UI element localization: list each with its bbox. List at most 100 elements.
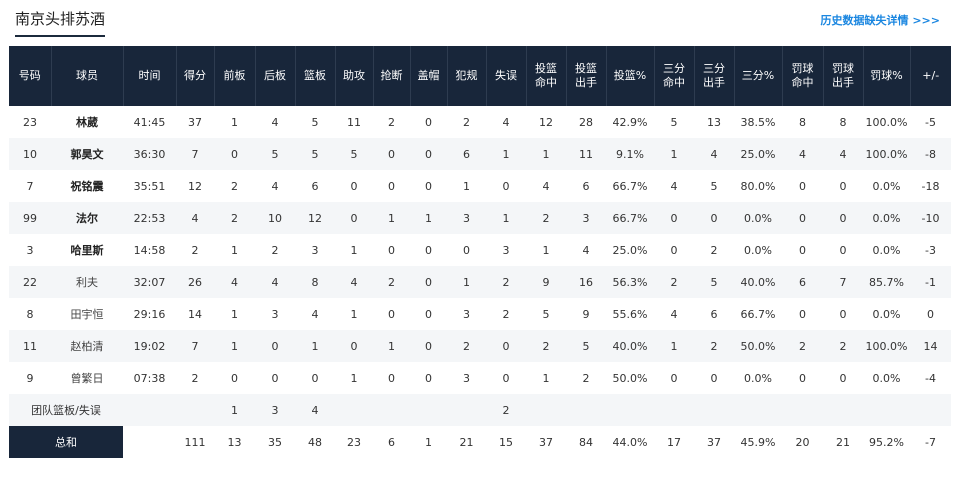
column-header[interactable]: 投篮% (606, 46, 655, 106)
stat-cell: 7 (176, 138, 214, 170)
column-header[interactable]: 助攻 (335, 46, 374, 106)
column-header[interactable]: 罚球 命中 (782, 46, 824, 106)
stat-cell: 29:16 (133, 307, 166, 321)
player-row[interactable]: 10 郭昊文 36:30 7 0 5 5 5 0 0 6 1 1 11 9.1% 1 4 25.0% 4 4 100.0… (9, 138, 951, 170)
column-header[interactable]: 失误 (486, 46, 527, 106)
column-header[interactable]: 三分 出手 (694, 46, 735, 106)
stat-cell: 0 (463, 243, 470, 257)
player-number: 23 (23, 115, 37, 129)
stat-cell: 17 (654, 426, 694, 458)
stat-cell: 1 (654, 138, 694, 170)
stat-cell: 8 (295, 266, 335, 298)
column-header[interactable]: 时间 (123, 46, 177, 106)
stat-cell: 0 (214, 138, 255, 170)
column-header[interactable]: 前板 (214, 46, 256, 106)
stat-cell: 4 (271, 115, 279, 129)
stat-cell: 5 (670, 115, 678, 129)
stat-cell: 37 (188, 115, 202, 129)
stat-cell: 13 (707, 115, 721, 129)
stat-cell: 0 (839, 371, 847, 385)
stat-cell: 2 (486, 394, 526, 426)
player-number: 22 (9, 266, 51, 298)
stat-cell: 1 (654, 330, 694, 362)
stat-cell: 3 (447, 202, 486, 234)
column-header[interactable]: 抢断 (373, 46, 411, 106)
stat-cell: 5 (710, 179, 718, 193)
stat-cell: 4 (542, 179, 550, 193)
stat-cell (694, 394, 734, 426)
stat-cell: 07:38 (133, 371, 166, 385)
column-header[interactable]: 三分 命中 (654, 46, 695, 106)
box-score-table: 号码 球员 时间 得分 前板 后板 篮板 助攻 抢断 盖帽 犯规 失误 投篮 命中 投篮 出手 投篮% 三分 命中三… (9, 46, 951, 458)
player-row[interactable]: 7 祝铭震 35:51 12 2 4 6 0 0 0 1 0 4 6 66.7% 4 5 80.0% 0 0 0.0% -… (9, 170, 951, 202)
column-header[interactable]: 罚球% (863, 46, 911, 106)
history-missing-link[interactable]: 历史数据缺失详情 >>> (820, 14, 940, 27)
stat-cell: 1 (373, 330, 410, 362)
stat-cell: 3 (311, 243, 319, 257)
column-header[interactable]: 号码 (9, 46, 52, 106)
column-header[interactable]: 得分 (176, 46, 215, 106)
stat-cell: 6 (311, 179, 319, 193)
player-row[interactable]: 22 利夫 32:07 26 4 4 8 4 2 0 1 2 9 16 56.3% 2 5 40.0% 6 7 85.7… (9, 266, 951, 298)
column-header[interactable]: 盖帽 (410, 46, 448, 106)
stat-cell: 100.0% (863, 138, 910, 170)
stat-cell: 7 (823, 266, 863, 298)
player-row[interactable]: 23 林葳 41:45 37 1 4 5 11 2 0 2 4 12 28 42.9% 5 13 38.5% 8 8 1… (9, 106, 951, 138)
player-name: 曾繁日 (70, 372, 104, 385)
stat-cell: 1 (214, 394, 255, 426)
stat-cell: 0 (502, 179, 510, 193)
stat-cell: 0 (823, 202, 863, 234)
stat-cell: 0 (410, 138, 447, 170)
stat-cell: 2 (823, 330, 863, 362)
stat-cell: 2 (214, 202, 255, 234)
stat-cell: 0 (839, 179, 847, 193)
stat-cell: 35 (255, 426, 295, 458)
player-row[interactable]: 8 田宇恒 29:16 14 1 3 4 1 0 0 3 2 5 9 55.6% 4 6 66.7% 0 0 0.0% 0 (9, 298, 951, 330)
stat-cell: 6 (447, 138, 486, 170)
stat-cell: 48 (295, 426, 335, 458)
column-header[interactable]: 三分% (734, 46, 783, 106)
column-header[interactable]: 球员 (51, 46, 124, 106)
stat-cell: 44.0% (606, 426, 654, 458)
stat-cell: 3 (255, 394, 295, 426)
stat-cell: 80.0% (740, 179, 776, 193)
stat-cell: -3 (925, 243, 936, 257)
stat-cell: 40.0% (606, 330, 654, 362)
stat-cell: 1 (295, 330, 335, 362)
total-label: 总和 (9, 426, 123, 458)
stat-cell: 22:53 (123, 202, 176, 234)
stat-cell: 0 (271, 371, 279, 385)
column-header[interactable]: +/- (910, 46, 951, 106)
stat-cell: 0 (311, 371, 319, 385)
column-header[interactable]: 后板 (255, 46, 296, 106)
stat-cell: 1 (214, 330, 255, 362)
player-row[interactable]: 99 法尔 22:53 4 2 10 12 0 1 1 3 1 2 3 66.7% 0 0 0.0% 0 0 0.0% -… (9, 202, 951, 234)
stat-cell: 50.0% (734, 330, 782, 362)
stat-cell: 3 (463, 371, 470, 385)
stat-cell: 0 (654, 202, 694, 234)
stat-cell: 0 (799, 179, 806, 193)
stat-cell: 3 (463, 307, 470, 321)
stat-cell: 2 (526, 330, 566, 362)
player-row[interactable]: 11 赵柏清 19:02 7 1 0 1 0 1 0 2 0 2 5 40.0% 1 2 50.0% 2 2 100.0… (9, 330, 951, 362)
column-header[interactable]: 投篮 命中 (526, 46, 567, 106)
column-header[interactable]: 犯规 (447, 46, 487, 106)
stat-cell: 5 (566, 330, 606, 362)
stat-cell: 0.0% (872, 307, 901, 321)
stat-cell: 6 (710, 307, 718, 321)
stat-cell: 0 (425, 307, 432, 321)
column-header[interactable]: 罚球 出手 (823, 46, 864, 106)
stat-cell: 85.7% (863, 266, 910, 298)
column-header[interactable]: 投篮 出手 (566, 46, 607, 106)
stat-cell: 0.0% (872, 371, 901, 385)
stat-cell: 2 (447, 330, 486, 362)
stat-cell: 42.9% (612, 115, 648, 129)
player-row[interactable]: 3 哈里斯 14:58 2 1 2 3 1 0 0 0 3 1 4 25.0% 0 2 0.0% 0 0 0.0% -3 (9, 234, 951, 266)
column-header[interactable]: 篮板 (295, 46, 336, 106)
stat-cell: 2 (654, 266, 694, 298)
player-row[interactable]: 9 曾繁日 07:38 2 0 0 0 1 0 0 3 0 1 2 50.0% 0 0 0.0% 0 0 0.0% -4 (9, 362, 951, 394)
stat-cell: 2 (271, 243, 279, 257)
stat-cell (606, 394, 654, 426)
stat-cell: 32:07 (123, 266, 176, 298)
header-bar: 南京头排苏酒 历史数据缺失详情 >>> (0, 0, 960, 46)
